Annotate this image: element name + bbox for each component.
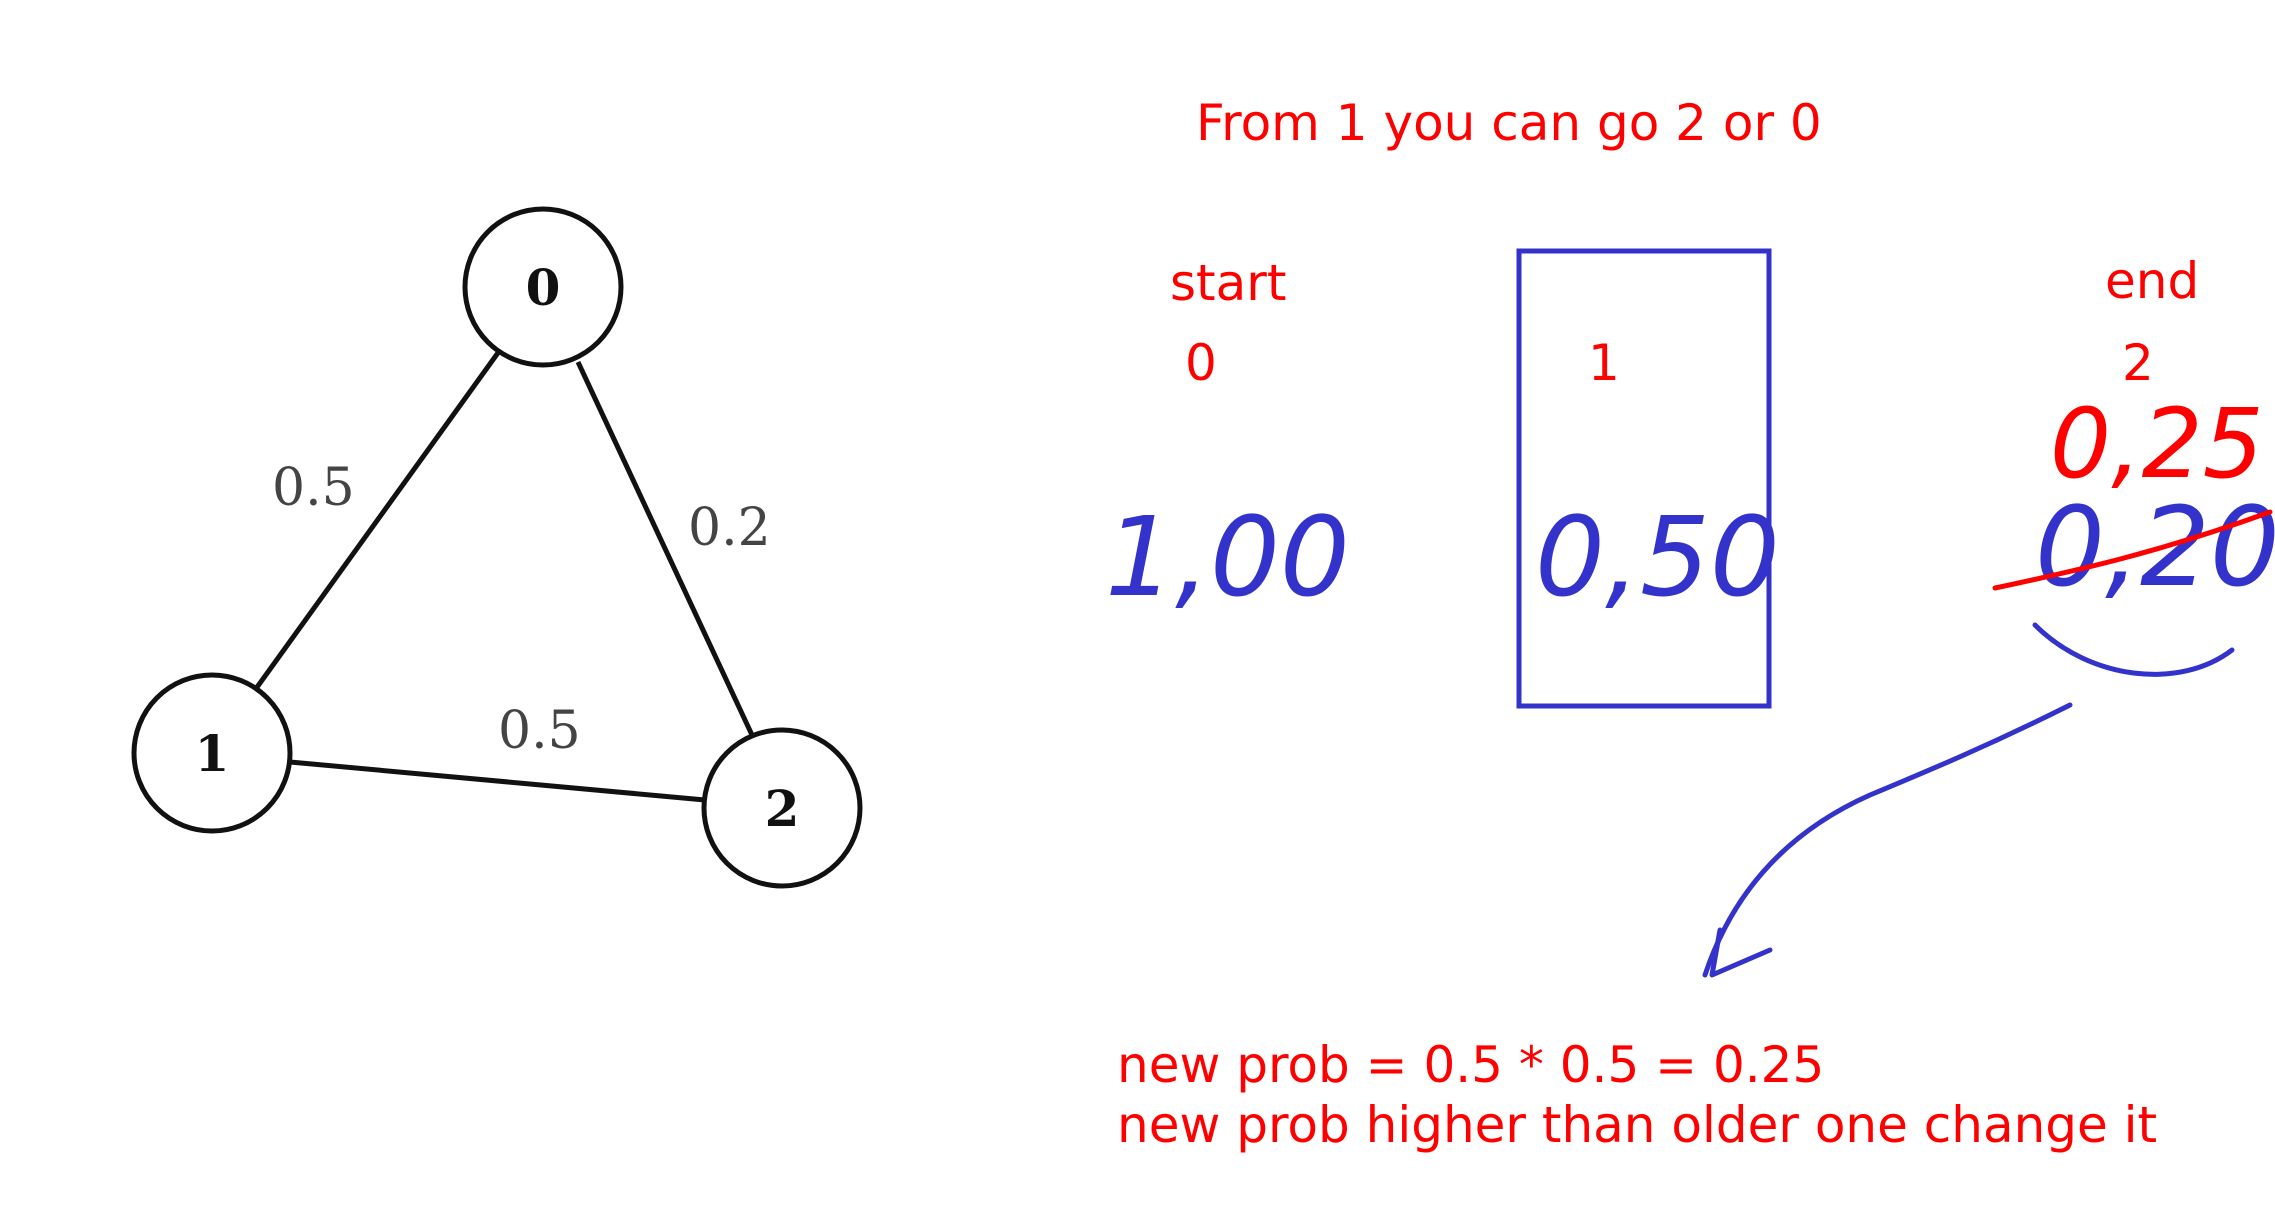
end-label: end <box>2105 252 2199 310</box>
node-1-label: 1 <box>195 724 230 783</box>
formula-line-1: new prob = 0.5 * 0.5 = 0.25 <box>1117 1036 1824 1094</box>
strike-through-mark <box>1992 509 2273 591</box>
edge-1-2 <box>289 759 706 803</box>
col1-index: 1 <box>1588 334 1620 392</box>
underline-arc-mark <box>2032 622 2235 677</box>
edge-0-2-weight: 0.2 <box>688 498 771 558</box>
curved-arrow <box>1702 702 2073 978</box>
edge-1-2-weight: 0.5 <box>498 701 581 761</box>
node-0-label: 0 <box>526 258 561 317</box>
formula-line-2: new prob higher than older one change it <box>1117 1096 2157 1154</box>
arrowhead <box>1709 927 1773 978</box>
col1-probability: 0,50 <box>1535 493 1780 621</box>
edge-0-1 <box>252 348 503 692</box>
graph-edges <box>252 348 755 803</box>
col0-probability: 1,00 <box>1105 493 1350 621</box>
node-1-circle <box>131 672 293 834</box>
start-label: start <box>1170 254 1286 312</box>
node-1: 1 <box>131 672 293 834</box>
node-2: 2 <box>701 727 863 889</box>
node-2-label: 2 <box>765 779 800 838</box>
node-0-circle <box>462 206 624 368</box>
edge-0-1-weight: 0.5 <box>272 458 355 518</box>
col0-index: 0 <box>1185 334 1217 392</box>
edge-0-2 <box>575 360 755 737</box>
col2-new-probability: 0,25 <box>2050 388 2264 500</box>
node-2-circle <box>701 727 863 889</box>
heading-note: From 1 you can go 2 or 0 <box>1196 94 1822 152</box>
node-0: 0 <box>462 206 624 368</box>
col2-index: 2 <box>2122 334 2154 392</box>
current-node-box <box>1516 248 1772 709</box>
